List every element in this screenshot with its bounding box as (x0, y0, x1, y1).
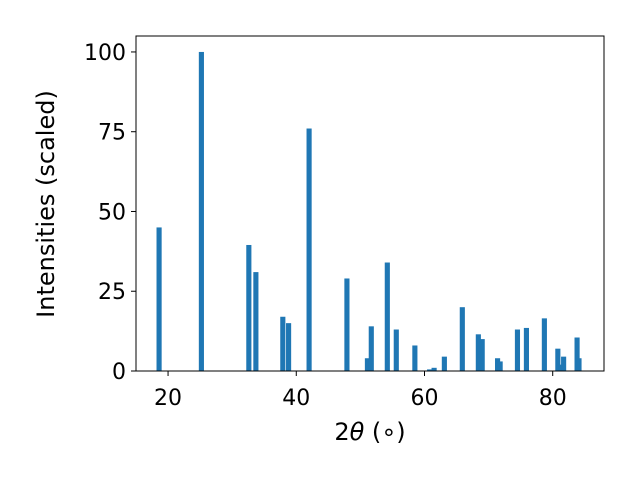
bar (459, 307, 465, 371)
bar (431, 367, 437, 371)
bar (558, 364, 564, 371)
x-axis-label-theta: θ (350, 418, 365, 446)
bar (368, 326, 374, 371)
bar (561, 356, 567, 371)
y-tick-label: 100 (84, 41, 126, 66)
bar (344, 278, 350, 371)
y-tick-label: 0 (112, 360, 126, 385)
y-tick-label: 50 (98, 200, 126, 225)
y-tick-label: 25 (98, 280, 126, 305)
x-axis-label-unit: (∘) (364, 418, 405, 446)
y-ticks: 0 25 50 75 100 (84, 41, 136, 385)
bar (253, 272, 259, 371)
bar (555, 348, 561, 371)
bar (441, 356, 447, 371)
bar (393, 329, 399, 371)
bar (384, 262, 390, 371)
x-tick-label: 80 (539, 386, 567, 411)
bar (198, 51, 204, 371)
plot-frame (135, 35, 605, 372)
bar (475, 334, 481, 371)
bar (495, 358, 501, 371)
bar (280, 316, 286, 371)
bar (306, 128, 312, 371)
y-tick-label: 75 (98, 121, 126, 146)
bar (412, 345, 418, 371)
bar (364, 358, 370, 371)
bar (246, 244, 252, 371)
bar (576, 358, 582, 371)
x-axis-label-prefix: 2 (334, 418, 349, 446)
x-tick-label: 60 (410, 386, 438, 411)
y-axis-label: Intensities (scaled) (32, 90, 60, 318)
bar (427, 369, 433, 371)
bar (497, 361, 503, 371)
bar (574, 337, 580, 371)
bar (514, 329, 521, 371)
bar (156, 227, 162, 371)
x-ticks: 20 40 60 80 (154, 371, 567, 411)
x-axis-label: 2θ (∘) (334, 418, 405, 446)
bar (541, 318, 547, 371)
bar (523, 327, 529, 371)
x-tick-label: 40 (282, 386, 310, 411)
x-tick-label: 20 (154, 386, 182, 411)
bar (286, 323, 292, 371)
bar (479, 339, 485, 371)
bars-layer (156, 51, 582, 371)
